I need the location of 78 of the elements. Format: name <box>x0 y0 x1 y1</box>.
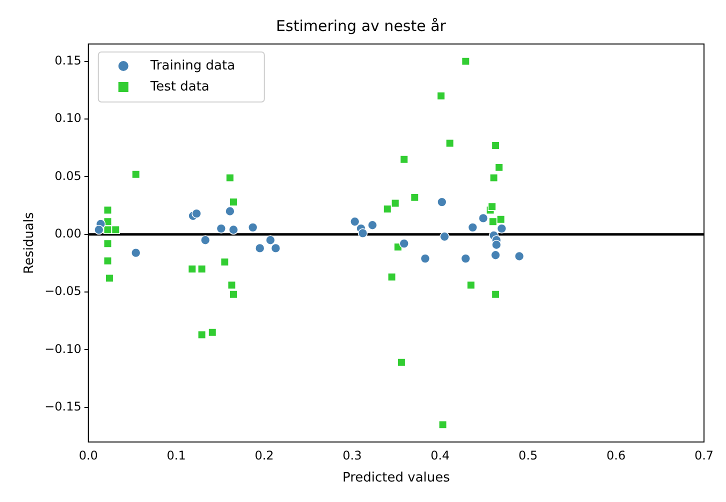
point <box>399 238 409 248</box>
x-tick-label: 0.2 <box>254 448 274 462</box>
point <box>350 216 360 227</box>
point <box>410 193 419 202</box>
point <box>420 254 430 264</box>
y-tick-label: 0.00 <box>54 226 82 240</box>
point <box>226 174 234 182</box>
point <box>496 215 506 224</box>
point <box>200 235 210 246</box>
point <box>466 280 476 290</box>
point <box>208 328 217 337</box>
y-axis-title: Residuals <box>22 212 38 274</box>
x-tick-label: 0.6 <box>606 448 626 462</box>
legend-label: Test data <box>149 79 210 94</box>
point <box>478 213 488 224</box>
point <box>461 57 470 66</box>
x-tick-label: 0.5 <box>518 448 538 462</box>
point <box>188 264 196 274</box>
y-tick-label: 0.05 <box>54 168 82 183</box>
point <box>446 138 454 148</box>
point <box>400 155 408 164</box>
point <box>198 330 206 339</box>
point <box>383 204 392 214</box>
point <box>496 224 507 234</box>
point <box>198 264 206 274</box>
point <box>103 256 112 266</box>
y-tick-label: −0.10 <box>44 342 82 356</box>
point <box>216 224 226 234</box>
point <box>491 290 500 299</box>
point <box>228 224 238 235</box>
point <box>358 228 368 238</box>
point <box>220 258 229 266</box>
point <box>229 198 238 206</box>
y-tick-label: −0.15 <box>44 400 82 414</box>
point <box>227 280 236 290</box>
x-tick-label: 0.3 <box>342 448 362 462</box>
point <box>488 202 496 211</box>
point <box>132 170 140 179</box>
point <box>266 235 276 246</box>
point <box>491 141 500 150</box>
point <box>397 358 406 367</box>
point <box>490 174 498 182</box>
chart-title: Estimering av neste år <box>276 16 447 35</box>
point <box>94 224 104 235</box>
point <box>130 248 141 258</box>
point <box>460 254 471 264</box>
x-tick-label: 0.1 <box>166 448 186 462</box>
y-tick-label: −0.05 <box>44 284 82 298</box>
point <box>436 92 446 100</box>
point <box>229 290 238 299</box>
legend-label: Training data <box>149 58 236 74</box>
point <box>492 240 502 250</box>
point <box>388 272 396 282</box>
point <box>254 243 265 254</box>
point <box>270 243 281 254</box>
point <box>488 217 498 226</box>
point <box>494 163 504 172</box>
point <box>111 225 120 234</box>
x-tick-label: 0.0 <box>78 448 98 462</box>
point <box>248 222 258 232</box>
point <box>514 251 524 262</box>
x-axis-title: Predicted values <box>342 470 450 486</box>
point <box>225 206 235 216</box>
point <box>468 222 478 232</box>
point <box>391 198 400 208</box>
point <box>438 420 448 429</box>
x-tick-label: 0.4 <box>430 448 450 462</box>
point <box>105 274 114 282</box>
point <box>192 208 202 218</box>
point <box>368 220 378 230</box>
y-tick-label: 0.10 <box>54 111 82 126</box>
point <box>103 239 112 248</box>
x-tick-label: 0.7 <box>694 448 714 462</box>
point <box>437 197 447 207</box>
y-tick-label: 0.15 <box>54 53 82 68</box>
point <box>103 206 112 214</box>
point <box>490 250 500 260</box>
point <box>440 232 450 242</box>
